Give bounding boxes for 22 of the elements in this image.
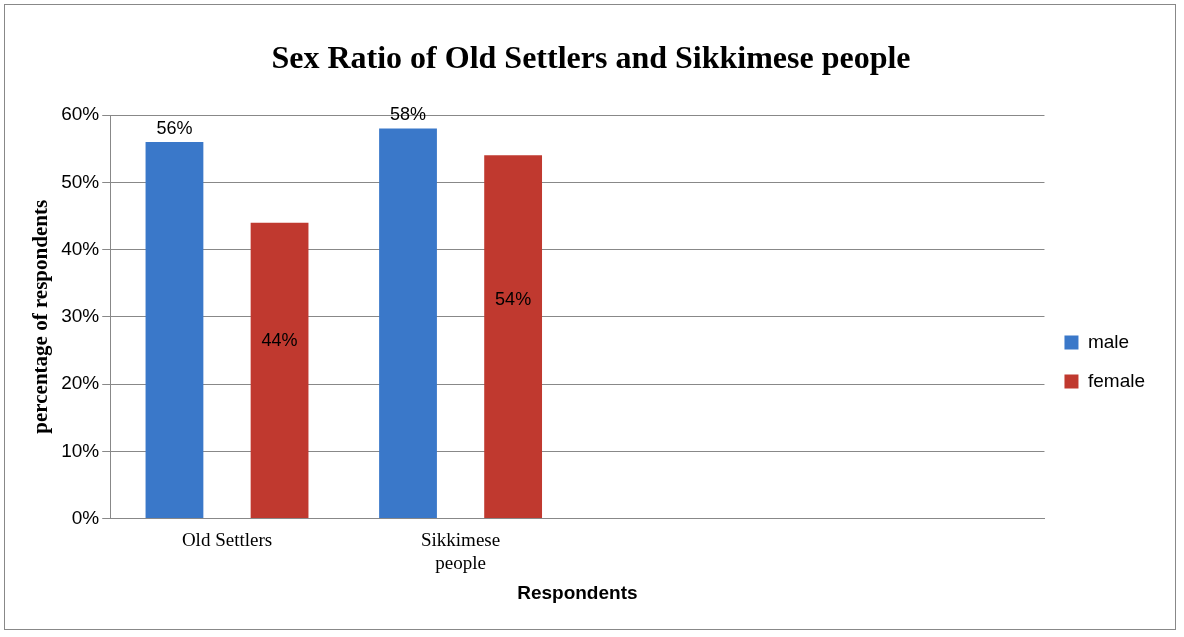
y-tick-label: 30% xyxy=(61,305,100,327)
bar xyxy=(145,141,204,519)
legend-label: female xyxy=(1087,369,1145,391)
bar xyxy=(250,222,309,519)
data-label: 56% xyxy=(156,117,193,138)
chart-title: Sex Ratio of Old Settlers and Sikkimese people xyxy=(270,39,912,76)
data-label: 58% xyxy=(390,104,427,125)
y-tick-label: 10% xyxy=(61,439,100,461)
data-label: 54% xyxy=(495,289,532,310)
y-axis-title: percentage of respondents xyxy=(28,199,53,434)
x-axis-title: Respondents xyxy=(517,581,638,603)
bar xyxy=(379,128,437,519)
data-label: 44% xyxy=(261,329,298,350)
legend-label: male xyxy=(1087,330,1130,352)
y-tick-label: 40% xyxy=(61,237,100,259)
x-tick-label: Sikkimese people xyxy=(420,528,501,573)
y-tick-label: 60% xyxy=(61,103,100,125)
y-tick-label: 0% xyxy=(71,506,100,528)
y-tick-label: 50% xyxy=(61,170,100,192)
y-tick-label: 20% xyxy=(61,372,100,394)
x-tick-label: Old Settlers xyxy=(181,528,273,550)
bar xyxy=(484,155,543,519)
